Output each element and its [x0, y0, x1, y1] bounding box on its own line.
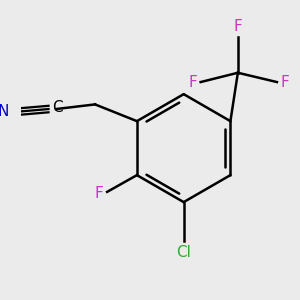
Text: C: C	[52, 100, 63, 115]
Text: F: F	[95, 186, 103, 201]
Text: F: F	[281, 75, 290, 90]
Text: F: F	[233, 19, 242, 34]
Text: Cl: Cl	[176, 245, 191, 260]
Text: N: N	[0, 104, 8, 119]
Text: F: F	[188, 75, 197, 90]
